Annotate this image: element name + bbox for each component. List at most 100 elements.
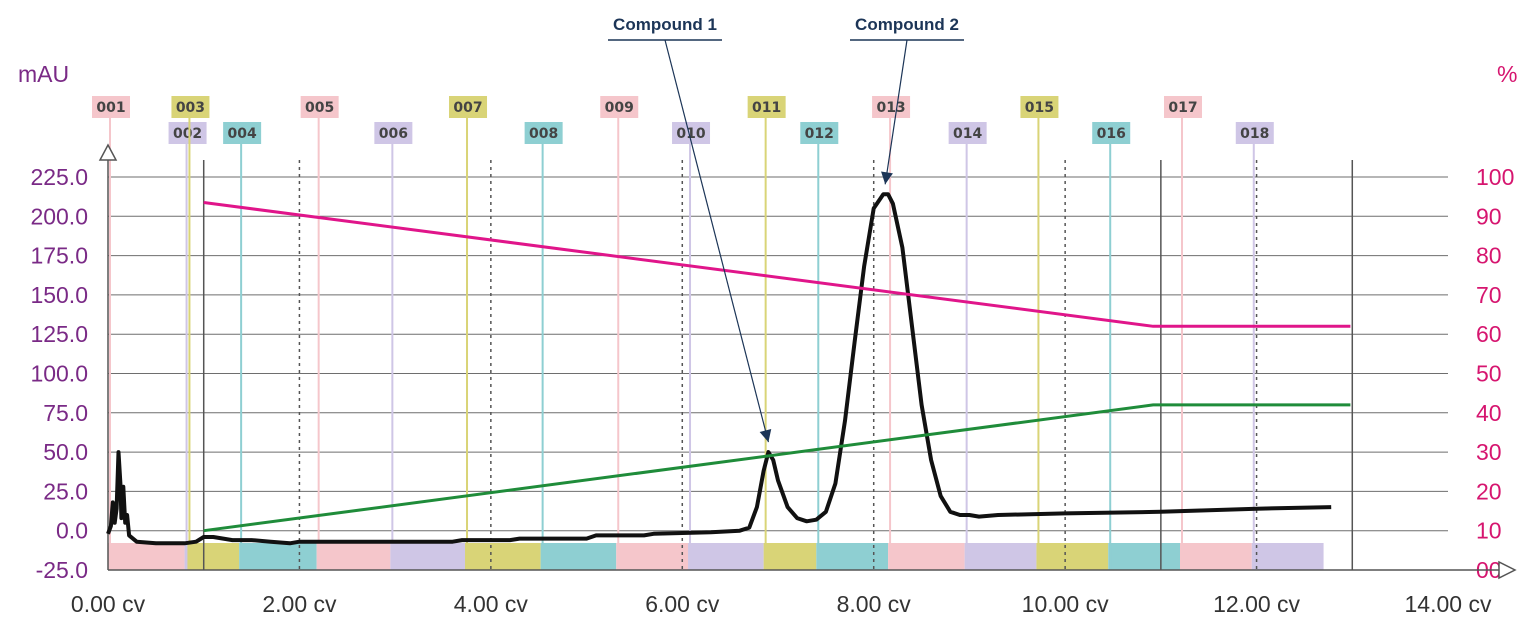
fraction-tag <box>1235 122 1274 144</box>
fraction-tag <box>223 122 262 144</box>
annotation-pointer <box>664 39 770 443</box>
y-axis-arrow-icon <box>98 143 118 161</box>
fraction-label: 018 <box>1240 126 1269 142</box>
fraction-label: 003 <box>176 100 205 116</box>
fraction-tag <box>168 122 207 144</box>
x-tick-label: 8.00 cv <box>837 591 912 617</box>
y-left-tick-label: 200.0 <box>30 203 88 229</box>
fraction-label: 013 <box>876 100 905 116</box>
annotation-arrow-icon <box>881 171 893 185</box>
fraction-label: 016 <box>1097 126 1126 142</box>
annotation-pointer <box>884 39 908 185</box>
fraction-tag <box>1164 96 1202 118</box>
fraction-band <box>816 543 889 570</box>
y-right-tick-label: 100 <box>1476 164 1514 190</box>
fraction-tag <box>92 96 130 118</box>
fraction-band <box>187 543 240 570</box>
fraction-tag <box>800 122 839 144</box>
fraction-band <box>540 543 617 570</box>
fraction-label: 001 <box>96 100 125 116</box>
fraction-label: 002 <box>173 126 202 142</box>
fraction-label: 009 <box>605 100 634 116</box>
fraction-label: 006 <box>379 126 408 142</box>
y-left-tick-label: 75.0 <box>43 400 88 426</box>
fraction-tag <box>672 122 711 144</box>
fraction-band <box>239 543 317 570</box>
fraction-tag <box>872 96 911 118</box>
y-left-tick-label: 0.0 <box>56 518 88 544</box>
fraction-tag <box>948 122 987 144</box>
fraction-label: 010 <box>676 126 705 142</box>
fraction-tag <box>300 96 339 118</box>
grid-layer <box>108 176 1448 532</box>
fraction-tag <box>449 96 488 118</box>
x-tick-label: 10.00 cv <box>1022 591 1109 617</box>
y-right-tick-label: 10 <box>1476 518 1502 544</box>
series-layer <box>106 192 1351 546</box>
fraction-band <box>1180 543 1252 570</box>
y-right-tick-label: 70 <box>1476 282 1502 308</box>
x-tick-label: 12.00 cv <box>1213 591 1300 617</box>
y-left-tick-label: -25.0 <box>36 557 88 583</box>
series-line <box>106 192 1332 546</box>
fraction-tag <box>524 122 563 144</box>
y-left-tick-label: 25.0 <box>43 478 88 504</box>
x-tick-label: 2.00 cv <box>262 591 337 617</box>
y-left-tick-label: 50.0 <box>43 439 88 465</box>
fraction-band <box>616 543 689 570</box>
x-tick-label: 4.00 cv <box>454 591 529 617</box>
fraction-band <box>1108 543 1180 570</box>
fraction-band <box>465 543 541 570</box>
y-left-tick-label: 100.0 <box>30 361 88 387</box>
fraction-label: 014 <box>953 126 982 142</box>
fraction-tag <box>374 122 413 144</box>
y-right-tick-label: 30 <box>1476 439 1502 465</box>
fraction-tag <box>1092 122 1131 144</box>
annotation-label: Compound 1 <box>613 15 717 34</box>
y-right-tick-label: 60 <box>1476 321 1502 347</box>
x-axis-arrow-icon <box>1498 560 1517 580</box>
fraction-label: 005 <box>305 100 334 116</box>
annotation-layer: Compound 1 Compound 2 <box>608 15 964 443</box>
y-right-tick-label: 20 <box>1476 478 1502 504</box>
fraction-label: 012 <box>805 126 834 142</box>
fraction-tag <box>600 96 639 118</box>
y-right-tick-label: 40 <box>1476 400 1502 426</box>
y-left-tick-label: 175.0 <box>30 243 88 269</box>
x-tick-label: 14.00 cv <box>1405 591 1492 617</box>
fraction-label: 008 <box>529 126 558 142</box>
fraction-band <box>108 543 185 570</box>
fraction-band <box>1251 543 1324 570</box>
reference-line-layer <box>202 160 1354 570</box>
fraction-band <box>1036 543 1109 570</box>
fraction-band <box>763 543 817 570</box>
fraction-tag <box>171 96 210 118</box>
fraction-band <box>688 543 764 570</box>
fraction-tag <box>1020 96 1059 118</box>
y-right-tick-label: 80 <box>1476 243 1502 269</box>
y-left-tick-label: 150.0 <box>30 282 88 308</box>
x-tick-label: 6.00 cv <box>645 591 720 617</box>
fraction-band <box>964 543 1037 570</box>
annotation-label: Compound 2 <box>855 15 959 34</box>
fraction-label: 011 <box>752 100 781 116</box>
series-line <box>203 403 1351 533</box>
fraction-band <box>316 543 391 570</box>
y-right-tick-label: 50 <box>1476 361 1502 387</box>
y-left-tick-label: 225.0 <box>30 164 88 190</box>
y-right-tick-label: 90 <box>1476 203 1502 229</box>
fraction-tag <box>747 96 786 118</box>
fraction-label: 004 <box>228 126 257 142</box>
annotation-arrow-icon <box>759 428 772 443</box>
series-line <box>203 201 1351 328</box>
y-axis-right-label: % <box>1497 61 1517 87</box>
fraction-label: 017 <box>1168 100 1197 116</box>
fraction-band <box>390 543 466 570</box>
y-left-tick-label: 125.0 <box>30 321 88 347</box>
fraction-label: 007 <box>453 100 482 116</box>
fraction-band <box>888 543 965 570</box>
fraction-layer: 001 002 003 004 005 006 007 008 009 010 011 012 013 0… <box>92 96 1324 570</box>
axes-layer: -25.0 0.0 25.0 50.0 75.0 100.0 125.0 150.0 175.0… <box>30 143 1517 617</box>
y-axis-left-label: mAU <box>18 61 69 87</box>
